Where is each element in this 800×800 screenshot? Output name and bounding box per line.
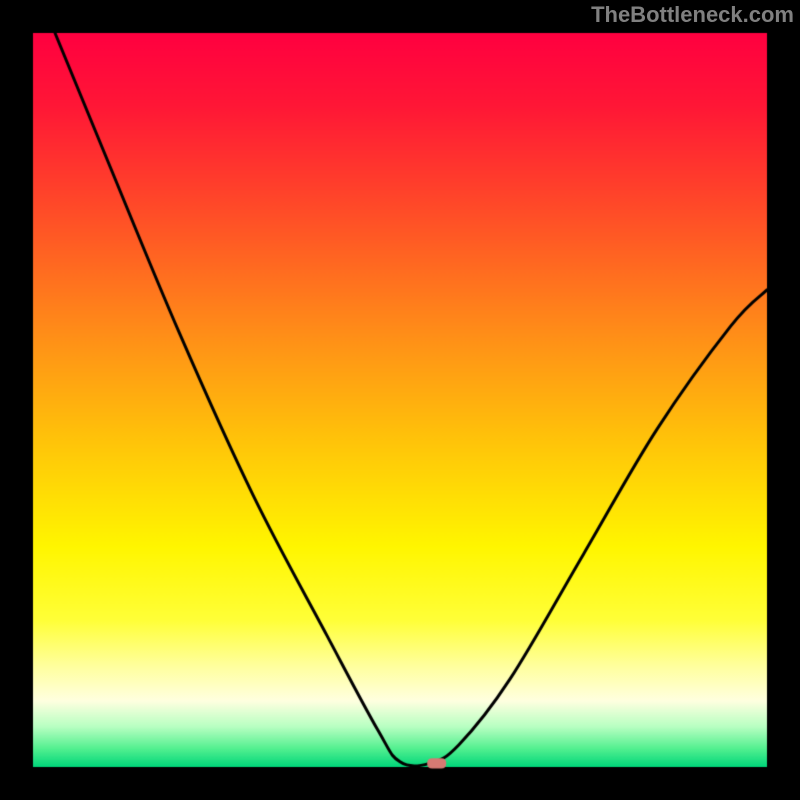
chart-container: TheBottleneck.com [0,0,800,800]
watermark-text: TheBottleneck.com [591,2,794,28]
bottleneck-v-curve-chart [0,0,800,800]
